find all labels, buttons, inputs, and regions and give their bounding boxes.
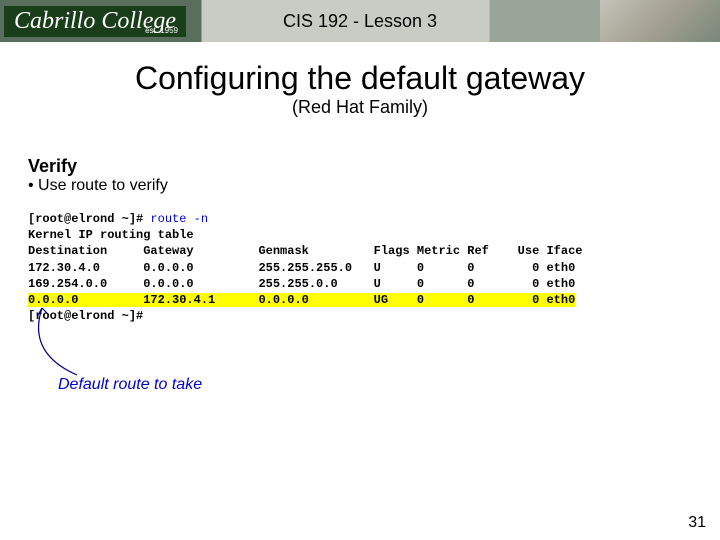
table-header-row: Destination Gateway Genmask Flags Metric… <box>28 244 583 258</box>
slide-title: Configuring the default gateway <box>0 60 720 97</box>
route-command: route -n <box>143 212 208 226</box>
slide-content: Verify • Use route to verify [root@elron… <box>0 118 720 324</box>
route-row-1: 172.30.4.0 0.0.0.0 255.255.255.0 U 0 0 0… <box>28 261 575 275</box>
college-logo: Cabrillo College est. 1959 <box>4 6 186 37</box>
prompt-line-1: [root@elrond ~]# <box>28 212 143 226</box>
kernel-line: Kernel IP routing table <box>28 228 194 242</box>
slide-header: Cabrillo College est. 1959 CIS 192 - Les… <box>0 0 720 42</box>
route-row-2: 169.254.0.0 0.0.0.0 255.255.0.0 U 0 0 0 … <box>28 277 575 291</box>
verify-heading: Verify <box>28 156 692 177</box>
header-photo <box>600 0 720 42</box>
slide-subtitle: (Red Hat Family) <box>0 97 720 118</box>
logo-subtext: est. 1959 <box>145 26 178 35</box>
verify-bullet: • Use route to verify <box>28 177 692 195</box>
page-number: 31 <box>688 514 706 532</box>
annotation-text: Default route to take <box>58 376 202 394</box>
terminal-output: [root@elrond ~]# route -n Kernel IP rout… <box>28 211 692 324</box>
course-label: CIS 192 - Lesson 3 <box>283 11 437 32</box>
